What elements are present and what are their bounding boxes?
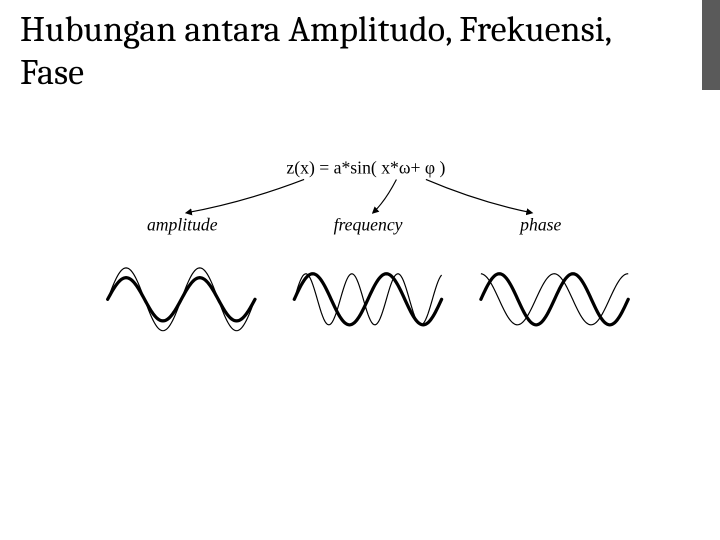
wave-thick-phase: [481, 274, 628, 325]
label-amplitude: amplitude: [147, 215, 218, 235]
accent-bar: [702, 0, 720, 90]
page-title: Hubungan antara Amplitudo, Frekuensi, Fa…: [20, 8, 660, 94]
wave-diagram: z(x) = a*sin( x*ω+ φ ) amplitude frequency…: [90, 140, 640, 380]
wave-thick-frequency: [294, 274, 441, 325]
label-frequency: frequency: [334, 215, 403, 235]
arrow-frequency: [373, 179, 397, 212]
wave-thick-amplitude: [108, 278, 255, 321]
arrow-amplitude: [186, 179, 304, 212]
arrow-phase: [426, 179, 532, 212]
formula-text: z(x) = a*sin( x*ω+ φ ): [286, 158, 445, 178]
label-phase: phase: [518, 215, 561, 235]
